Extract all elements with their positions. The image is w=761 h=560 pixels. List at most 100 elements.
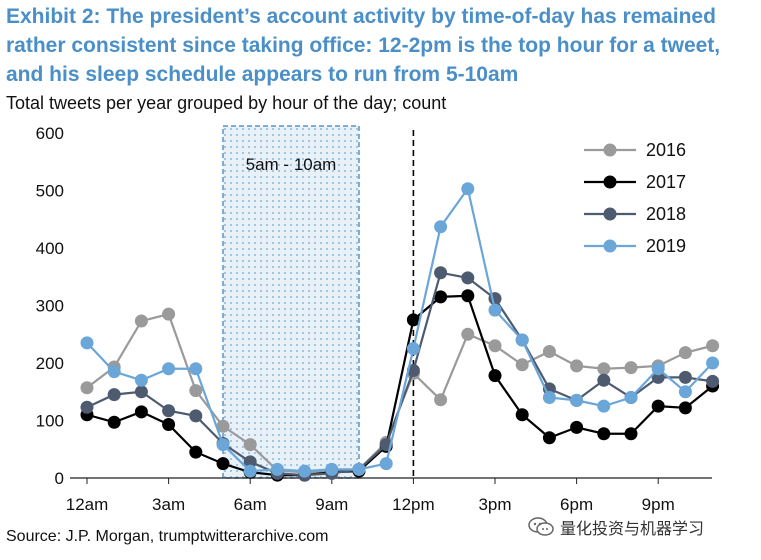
data-point-2018: [107, 388, 121, 402]
data-point-2016: [597, 362, 611, 376]
series-line-2016: [86, 312, 713, 474]
data-point-2019: [461, 182, 475, 196]
data-point-2019: [651, 362, 665, 376]
x-tick-label: 3am: [152, 495, 185, 514]
data-point-2019: [298, 464, 312, 478]
data-point-2019: [406, 342, 420, 356]
legend-marker-2018: [603, 207, 617, 221]
data-point-2019: [189, 362, 203, 376]
data-point-2019: [379, 457, 393, 471]
data-point-2019: [107, 365, 121, 379]
data-point-2016: [488, 339, 502, 353]
data-point-2017: [134, 405, 148, 419]
data-point-2017: [189, 445, 203, 459]
data-point-2018: [406, 363, 420, 377]
shaded-region-label: 5am - 10am: [246, 155, 337, 174]
data-point-2016: [515, 358, 529, 372]
data-point-2016: [216, 419, 230, 433]
source-note: Source: J.P. Morgan, trumptwitterarchive…: [6, 528, 329, 545]
data-point-2017: [515, 408, 529, 422]
data-point-2018: [134, 385, 148, 399]
x-tick-label: 9am: [315, 495, 348, 514]
legend-label-2016: 2016: [646, 140, 686, 160]
y-tick-label: 100: [36, 412, 64, 431]
series-line-2019: [86, 186, 714, 473]
data-point-2018: [706, 374, 720, 388]
data-point-2016: [570, 359, 584, 373]
legend-label-2017: 2017: [646, 172, 686, 192]
x-tick-label: 6am: [234, 495, 267, 514]
y-tick-label: 600: [36, 124, 64, 143]
data-point-2016: [706, 339, 720, 353]
data-point-2018: [243, 455, 257, 469]
data-point-2018: [434, 266, 448, 280]
data-point-2019: [243, 464, 257, 478]
data-point-2016: [434, 393, 448, 407]
data-point-2019: [270, 462, 284, 476]
y-tick-label: 200: [36, 354, 64, 373]
data-point-2019: [325, 462, 339, 476]
data-point-2017: [678, 401, 692, 415]
data-point-2019: [488, 303, 502, 317]
data-point-2019: [434, 220, 448, 234]
wechat-icon: [528, 517, 554, 536]
data-point-2019: [216, 438, 230, 452]
x-tick-label: 9pm: [642, 495, 675, 514]
data-point-2016: [542, 345, 556, 358]
shaded-region-box: [222, 125, 360, 479]
data-point-2017: [434, 290, 448, 304]
data-point-2019: [352, 462, 366, 476]
data-point-2019: [515, 333, 529, 347]
y-tick-label: 0: [55, 469, 64, 488]
data-point-2018: [162, 404, 176, 418]
data-point-2017: [216, 457, 230, 471]
data-point-2016: [678, 346, 692, 360]
legend-label-2019: 2019: [646, 236, 686, 256]
data-point-2016: [461, 327, 475, 341]
data-point-2018: [80, 400, 94, 414]
data-point-2016: [134, 314, 148, 328]
data-point-2017: [651, 399, 665, 413]
data-point-2017: [597, 427, 611, 441]
data-point-2016: [243, 438, 257, 452]
y-tick-label: 500: [36, 182, 64, 201]
data-point-2019: [162, 362, 176, 376]
legend-marker-2016: [603, 143, 617, 157]
data-point-2018: [678, 370, 692, 384]
data-point-2019: [597, 399, 611, 413]
data-point-2018: [597, 373, 611, 387]
data-point-2019: [542, 391, 556, 404]
x-tick-label: 12am: [66, 495, 109, 514]
data-point-2019: [624, 391, 638, 404]
legend-label-2018: 2018: [646, 204, 686, 224]
series-line-2018: [86, 271, 713, 477]
data-point-2017: [461, 289, 475, 303]
watermark-text: 量化投资与机器学习: [560, 521, 705, 538]
data-point-2016: [80, 381, 94, 395]
legend-marker-2019: [603, 239, 617, 253]
y-tick-label: 400: [36, 239, 64, 258]
x-tick-label: 12pm: [392, 495, 435, 514]
x-tick-label: 3pm: [478, 495, 511, 514]
data-point-2017: [624, 427, 638, 441]
data-point-2019: [570, 393, 584, 407]
data-point-2016: [189, 384, 203, 398]
data-point-2019: [678, 385, 692, 399]
x-tick-label: 6pm: [560, 495, 593, 514]
y-tick-label: 300: [36, 297, 64, 316]
data-point-2019: [134, 373, 148, 387]
legend-marker-2017: [603, 175, 617, 189]
data-point-2019: [80, 336, 94, 350]
data-point-2018: [189, 409, 203, 423]
chart-title: Exhibit 2: The president’s account activ…: [6, 5, 721, 86]
data-point-2019: [706, 356, 720, 370]
data-point-2016: [162, 307, 176, 321]
data-point-2017: [570, 420, 584, 434]
data-point-2018: [461, 271, 475, 285]
data-point-2016: [624, 361, 638, 375]
data-point-2017: [542, 431, 556, 445]
data-point-2017: [107, 415, 121, 429]
chart-subtitle: Total tweets per year grouped by hour of…: [6, 93, 447, 113]
data-point-2017: [406, 313, 420, 327]
